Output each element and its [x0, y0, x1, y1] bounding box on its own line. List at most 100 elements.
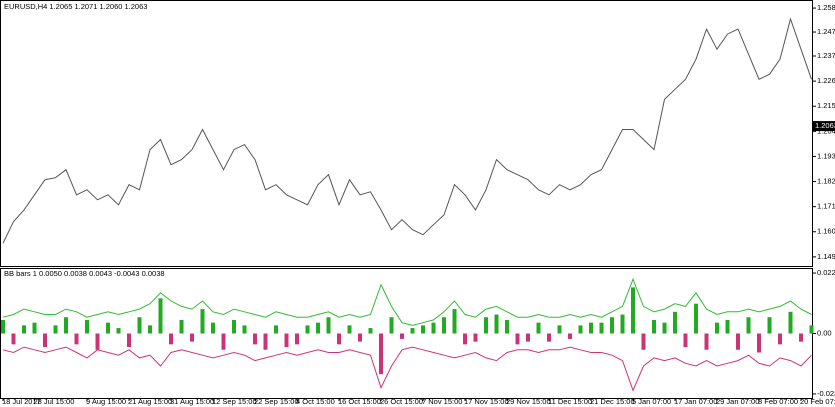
- y-tick-label: 1.1930: [817, 151, 835, 160]
- indicator-bar: [652, 319, 656, 334]
- indicator-bar: [211, 322, 215, 334]
- indicator-bar: [799, 333, 803, 342]
- indicator-bar: [326, 317, 331, 334]
- x-tick-label: 29 Nov 15:00: [506, 397, 551, 406]
- indicator-bar: [484, 317, 488, 334]
- indicator-bar: [641, 333, 646, 350]
- x-tick-label: 5 Jan 07:00: [632, 397, 671, 406]
- indicator-bar: [547, 333, 551, 342]
- indicator-bar: [568, 333, 572, 339]
- indicator-bar: [683, 333, 688, 348]
- indicator-bar: [137, 317, 142, 334]
- indicator-bar: [116, 328, 121, 334]
- indicator-bar: [221, 333, 226, 350]
- indicator-bar: [778, 333, 782, 345]
- indicator-bar: [242, 325, 247, 334]
- y-tick-label: -0.0223: [817, 389, 835, 398]
- y-tick-label: 1.1710: [817, 202, 835, 211]
- indicator-bar: [757, 333, 761, 353]
- indicator-bar: [662, 322, 667, 334]
- indicator-bar: [190, 333, 194, 342]
- y-tick-label: 1.2580: [817, 3, 835, 12]
- band-line: [2, 277, 812, 326]
- indicator-bar: [809, 325, 814, 334]
- y-tick-label: 1.2260: [817, 76, 835, 85]
- indicator-bar: [337, 333, 341, 345]
- indicator-title: BB bars 1 0.0050 0.0038 0.0043 -0.0043 0…: [4, 269, 165, 278]
- x-tick-label: 18 Jul 2017: [2, 397, 41, 406]
- indicator-bar: [589, 322, 593, 334]
- indicator-bar: [274, 325, 278, 334]
- x-tick-label: 29 Jan 07:00: [716, 397, 759, 406]
- indicator-bar: [284, 333, 289, 348]
- indicator-bar: [368, 328, 373, 334]
- x-tick-label: 31 Aug 15:00: [170, 397, 214, 406]
- y-tick-label: 0.0223: [817, 268, 835, 277]
- y-tick-label: 1.1820: [817, 177, 835, 186]
- indicator-bar: [400, 333, 404, 339]
- y-tick-label: 1.2370: [817, 51, 835, 60]
- indicator-bar: [85, 319, 89, 334]
- y-tick-label: 1.2150: [817, 101, 835, 110]
- indicator-bar: [746, 317, 751, 334]
- price-panel: [0, 0, 813, 267]
- x-tick-label: 26 Oct 15:00: [380, 397, 423, 406]
- indicator-bar: [43, 333, 47, 348]
- indicator-bar: [11, 333, 16, 345]
- y-tick-label: 1.2475: [817, 27, 835, 36]
- indicator-bar: [358, 333, 362, 342]
- indicator-bar: [316, 322, 320, 334]
- indicator-bar: [53, 325, 58, 334]
- y-tick-label: 1.1600: [817, 227, 835, 236]
- indicator-bar: [599, 322, 604, 334]
- indicator-bar: [704, 333, 709, 350]
- indicator-bar: [347, 325, 352, 334]
- x-tick-label: 22 Sep 15:00: [254, 397, 299, 406]
- indicator-bar: [473, 333, 478, 342]
- indicator-bar: [179, 319, 184, 334]
- x-tick-label: 17 Nov 15:00: [464, 397, 509, 406]
- last-price-label: 1.2063: [815, 121, 835, 130]
- y-tick-label: 0.00: [817, 328, 832, 337]
- price-title: EURUSD,H4 1.2065 1.2071 1.2060 1.2063: [4, 2, 147, 11]
- indicator-bar: [557, 325, 562, 334]
- indicator-bar: [673, 311, 677, 334]
- indicator-bar: [494, 314, 499, 334]
- indicator-bar: [410, 328, 415, 334]
- indicator-bar: [463, 333, 467, 345]
- x-tick-label: 16 Oct 15:00: [338, 397, 381, 406]
- indicator-bar: [106, 322, 110, 334]
- indicator-bar: [578, 325, 583, 334]
- indicator-bar: [715, 322, 719, 334]
- indicator-bar: [610, 317, 614, 334]
- indicator-bar: [694, 303, 698, 334]
- x-tick-label: 8 Feb 07:00: [758, 397, 798, 406]
- indicator-bar: [389, 317, 394, 334]
- indicator-bar: [725, 319, 730, 334]
- last-price-box: [813, 121, 835, 132]
- indicator-bar: [788, 311, 793, 334]
- indicator-bar: [526, 333, 530, 342]
- indicator-bar: [169, 333, 173, 345]
- band-line: [2, 346, 812, 392]
- indicator-bar: [620, 314, 625, 334]
- indicator-bar: [64, 317, 68, 334]
- x-tick-label: 21 Dec 15:00: [590, 397, 635, 406]
- indicator-bar: [95, 333, 100, 350]
- x-tick-label: 9 Aug 15:00: [86, 397, 126, 406]
- x-tick-label: 21 Aug 15:00: [128, 397, 172, 406]
- indicator-bar: [22, 325, 26, 334]
- x-tick-label: 7 Nov 15:00: [422, 397, 462, 406]
- indicator-bar: [74, 333, 79, 345]
- y-tick-label: 1.1490: [817, 252, 835, 261]
- indicator-bar: [200, 309, 205, 334]
- x-tick-label: 17 Jan 07:00: [674, 397, 717, 406]
- x-tick-label: 11 Dec 15:00: [548, 397, 592, 406]
- x-tick-label: 12 Sep 15:00: [212, 397, 257, 406]
- indicator-bar: [305, 325, 310, 334]
- x-tick-label: 4 Oct 15:00: [296, 397, 335, 406]
- indicator-bar: [515, 333, 520, 345]
- x-tick-label: 28 Jul 15:00: [34, 397, 75, 406]
